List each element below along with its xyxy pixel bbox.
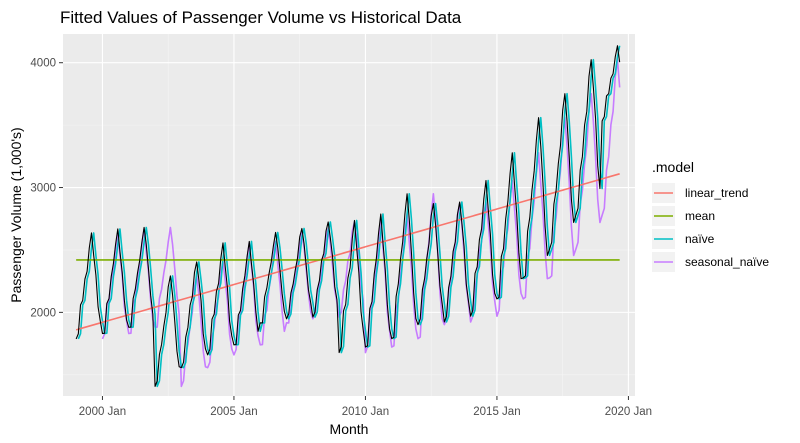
x-tick-label: 2015 Jan — [473, 406, 520, 418]
y-axis-title: Passenger Volume (1,000's) — [8, 127, 24, 302]
y-tick-label: 2000 — [30, 307, 56, 319]
legend-label: seasonal_naïve — [685, 255, 769, 269]
plot-panel — [63, 34, 635, 396]
legend-label: linear_trend — [685, 186, 748, 200]
x-axis: 2000 Jan 2005 Jan 2010 Jan 2015 Jan 2020 Jan — [79, 396, 652, 418]
y-tick-label: 4000 — [30, 58, 56, 70]
x-tick-label: 2020 Jan — [605, 406, 652, 418]
x-tick-label: 2010 Jan — [342, 406, 389, 418]
legend-title: .model — [652, 159, 694, 175]
y-axis: 2000 3000 4000 — [30, 58, 63, 319]
series-line-naive — [77, 45, 621, 388]
grid-minor — [63, 34, 635, 396]
chart-title: Fitted Values of Passenger Volume vs His… — [60, 8, 462, 27]
series-layer — [75, 45, 621, 388]
x-tick-label: 2005 Jan — [210, 406, 257, 418]
historical-line — [75, 45, 621, 387]
x-tick-label: 2000 Jan — [79, 406, 126, 418]
x-axis-title: Month — [330, 421, 369, 437]
legend-label: naïve — [685, 232, 715, 246]
legend-label: mean — [685, 209, 715, 223]
y-tick-label: 3000 — [30, 183, 56, 195]
